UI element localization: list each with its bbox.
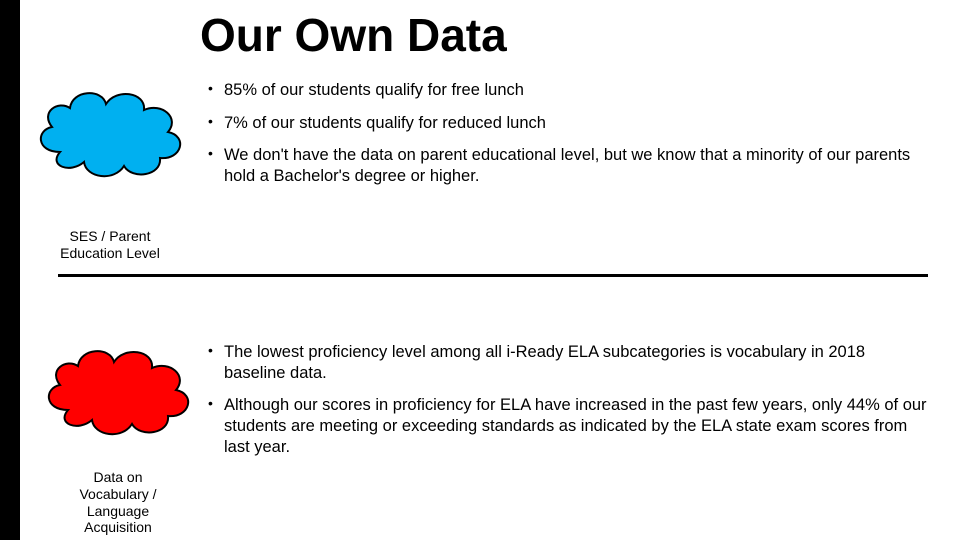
cloud-icon [30, 82, 190, 187]
cloud-vocabulary-language: Data on Vocabulary / Language Acquisitio… [38, 340, 198, 445]
bullet-item: The lowest proficiency level among all i… [208, 342, 928, 383]
bullet-item: We don't have the data on parent educati… [208, 145, 928, 186]
left-accent-bar [0, 0, 20, 540]
cloud-label: SES / Parent Education Level [30, 192, 190, 297]
bullet-item: Although our scores in proficiency for E… [208, 395, 928, 457]
bullet-item: 85% of our students qualify for free lun… [208, 80, 928, 101]
cloud-label: Data on Vocabulary / Language Acquisitio… [38, 450, 198, 555]
bullet-item: 7% of our students qualify for reduced l… [208, 113, 928, 134]
cloud-ses-parent-education: SES / Parent Education Level [30, 82, 190, 187]
section1-bullet-list: 85% of our students qualify for free lun… [208, 80, 928, 199]
page-title: Our Own Data [200, 8, 507, 62]
section-divider [58, 274, 928, 277]
section2-bullet-list: The lowest proficiency level among all i… [208, 342, 928, 469]
cloud-icon [38, 340, 198, 445]
